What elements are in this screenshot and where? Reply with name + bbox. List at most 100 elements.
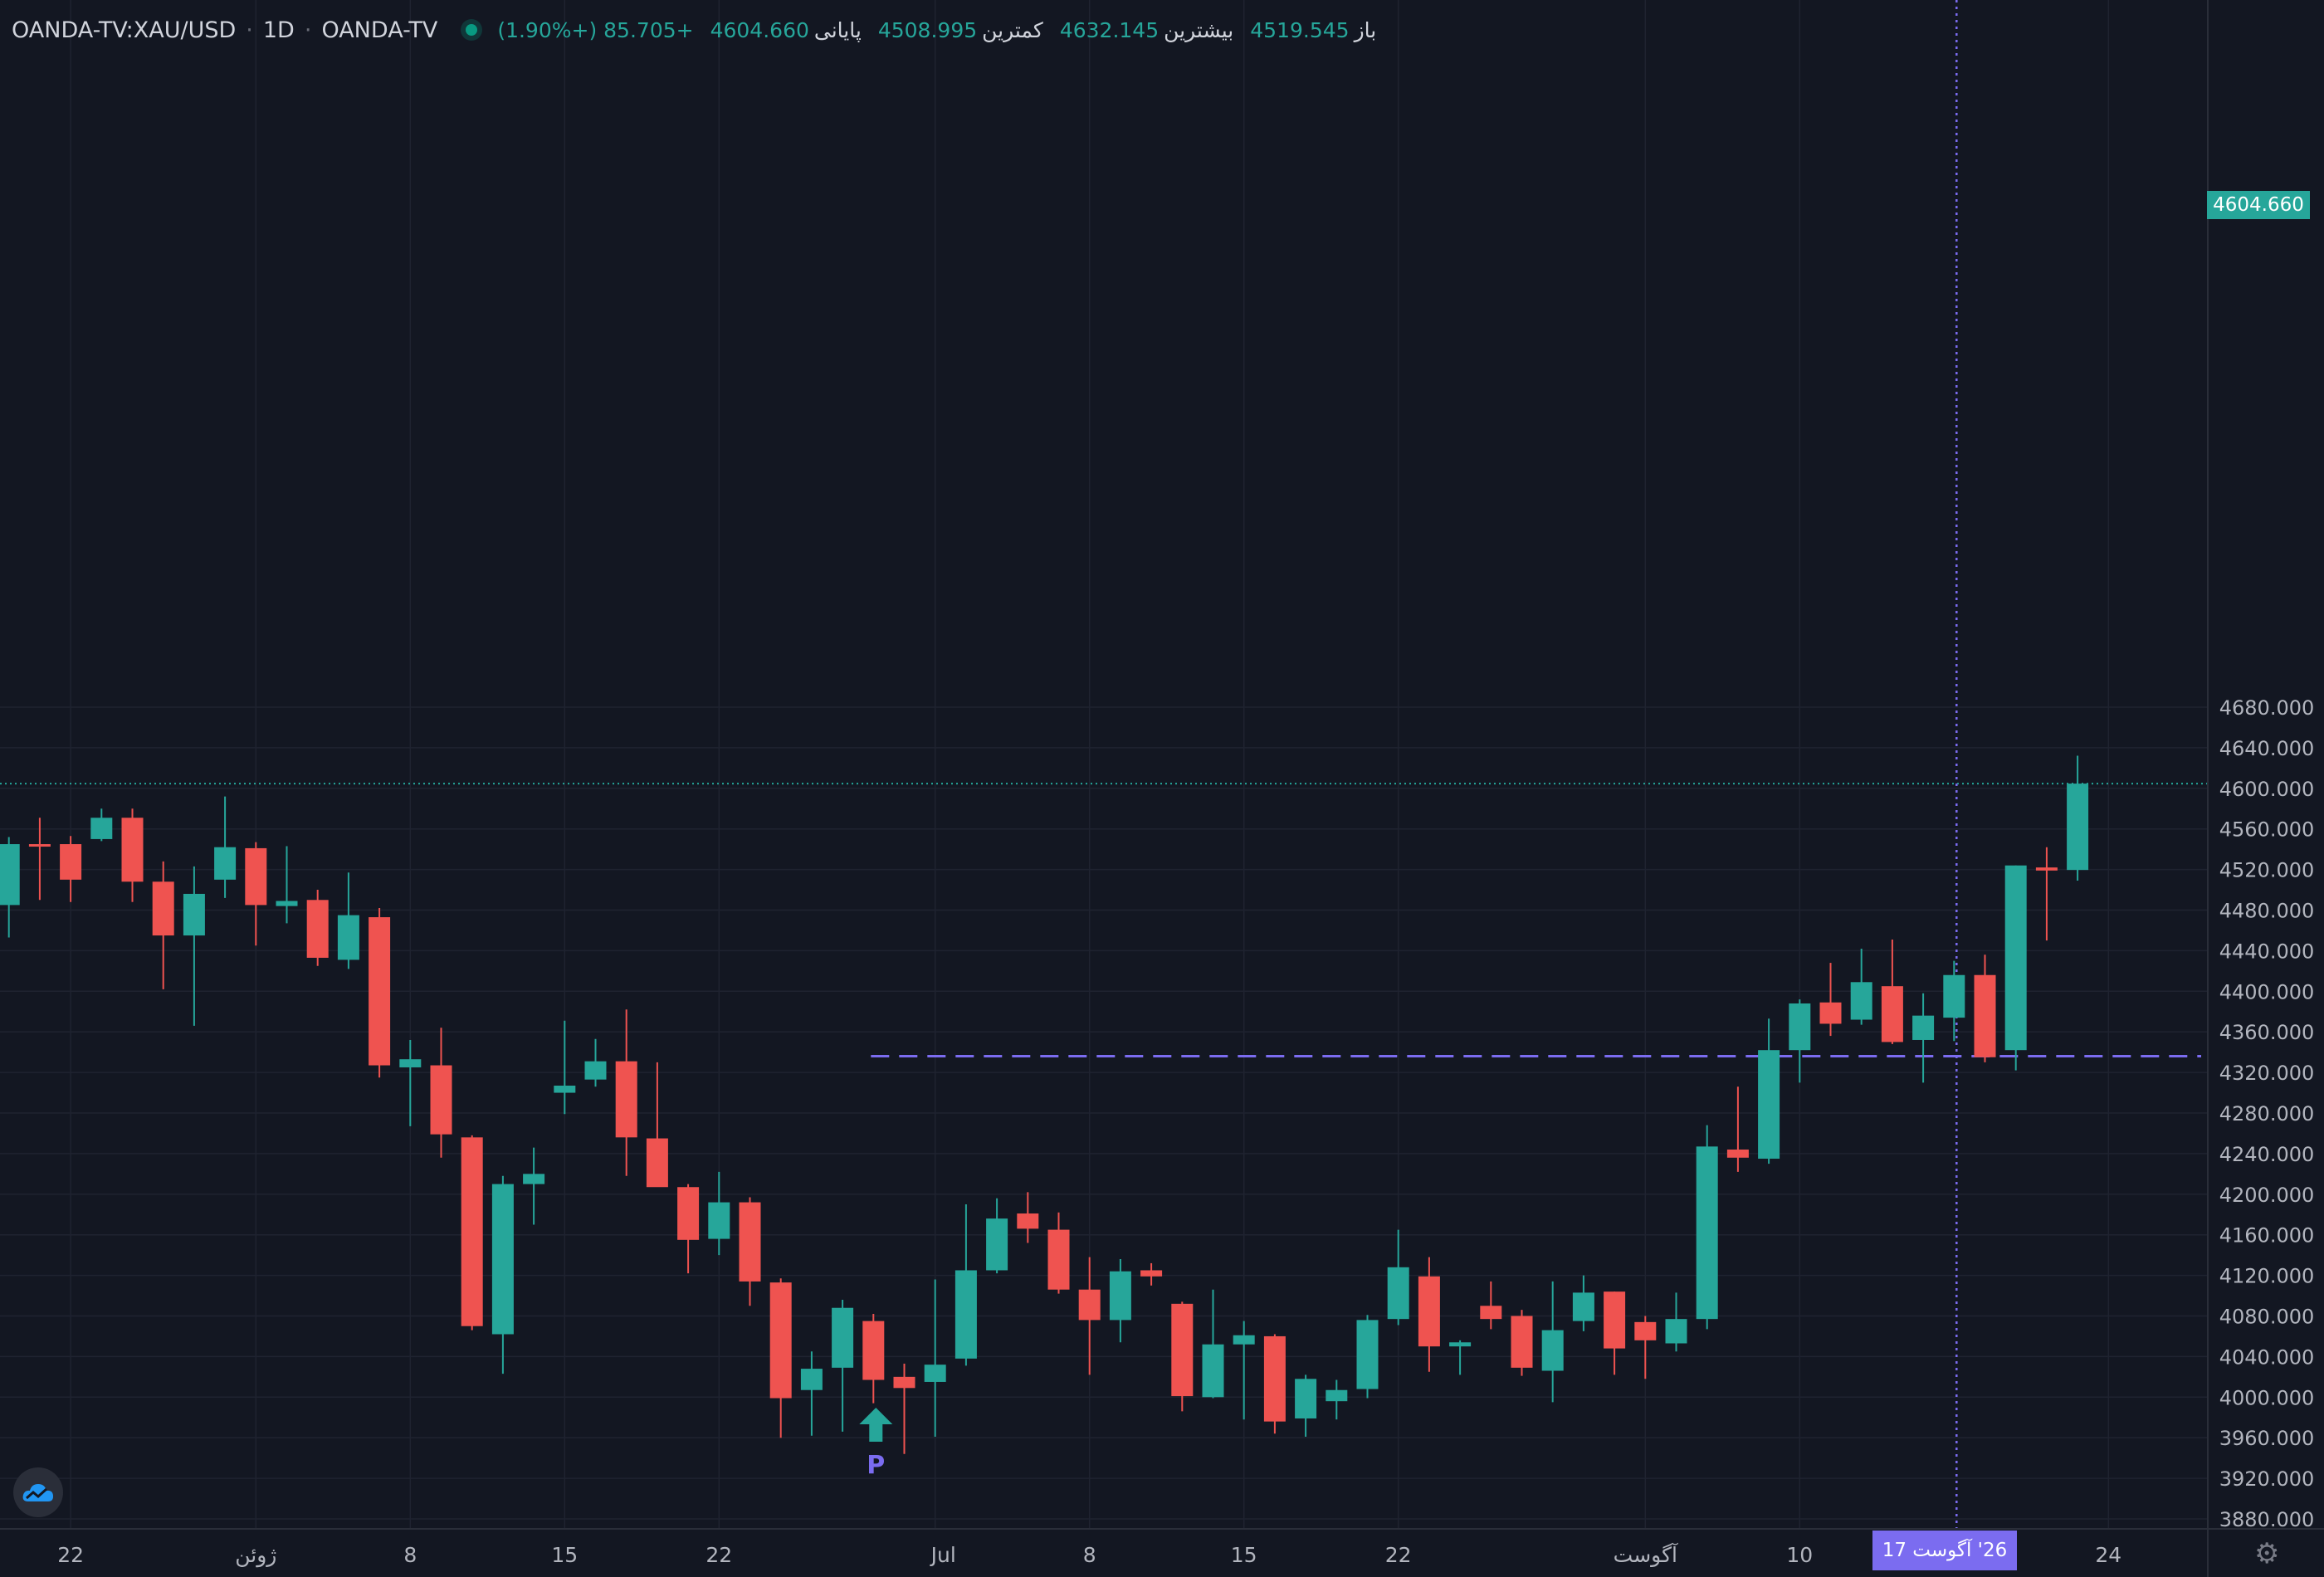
candle-body bbox=[2004, 865, 2027, 1051]
price-axis[interactable]: 3880.000 3920.000 3960.000 4000.000 4040.000… bbox=[2207, 0, 2324, 1577]
high-label: بیشترین bbox=[1164, 17, 1234, 42]
price-tick-label: 4440.000 bbox=[2219, 940, 2315, 963]
price-tick-label: 4480.000 bbox=[2219, 900, 2315, 923]
price-tick-label: 3960.000 bbox=[2219, 1427, 2315, 1450]
time-tick-label: 22 bbox=[706, 1543, 732, 1567]
close-value: 4604.660 bbox=[710, 17, 809, 42]
p-marker[interactable]: P bbox=[859, 1408, 893, 1480]
time-tick-label: 24 bbox=[2095, 1543, 2121, 1567]
candle-body bbox=[523, 1174, 545, 1184]
candle-body bbox=[1449, 1342, 1472, 1347]
candle-body bbox=[1233, 1335, 1255, 1345]
separator: · bbox=[246, 17, 253, 43]
price-tick-label: 4560.000 bbox=[2219, 818, 2315, 842]
time-tick-label: 15 bbox=[551, 1543, 578, 1567]
candle-body bbox=[584, 1061, 607, 1080]
candle-body bbox=[1819, 1002, 1842, 1024]
candle-body bbox=[769, 1282, 792, 1399]
candle-body bbox=[2035, 867, 2058, 871]
candle-body bbox=[28, 844, 51, 847]
candle-body bbox=[1696, 1146, 1718, 1320]
price-tick-label: 4680.000 bbox=[2219, 696, 2315, 720]
time-tick-label: 22 bbox=[1385, 1543, 1412, 1567]
candle-body bbox=[1047, 1229, 1070, 1290]
close-label: پایانی bbox=[813, 17, 862, 42]
tradingview-logo-icon[interactable] bbox=[13, 1467, 63, 1517]
price-tick-label: 4200.000 bbox=[2219, 1184, 2315, 1207]
time-tick-label: 8 bbox=[1083, 1543, 1096, 1567]
price-tick-label: 4640.000 bbox=[2219, 737, 2315, 760]
price-tick-label: 4280.000 bbox=[2219, 1102, 2315, 1125]
candle-body bbox=[1017, 1213, 1039, 1229]
candle-body bbox=[1541, 1330, 1564, 1371]
candle-body bbox=[90, 818, 113, 839]
candle-body bbox=[893, 1376, 915, 1389]
high-value: 4632.145 bbox=[1059, 17, 1160, 42]
candle-body bbox=[800, 1369, 823, 1390]
time-tick-label: آگوست bbox=[1614, 1542, 1678, 1567]
candle-body bbox=[214, 847, 237, 880]
candle-body bbox=[832, 1307, 854, 1368]
last-price-tag: 4604.660 bbox=[2207, 191, 2310, 219]
time-tick-label: 8 bbox=[403, 1543, 417, 1567]
grid-lines bbox=[0, 0, 2208, 1529]
candle-body bbox=[1634, 1321, 1657, 1340]
time-tick-label: ژوئن bbox=[235, 1543, 276, 1568]
low-value: 4508.995 bbox=[877, 17, 978, 42]
price-tick-label: 4160.000 bbox=[2219, 1224, 2315, 1247]
candle-body bbox=[1295, 1379, 1317, 1418]
symbol-name[interactable]: OANDA-TV:XAU/USD bbox=[12, 17, 237, 43]
chart-header: OANDA-TV:XAU/USD · 1D · OANDA-TV باز 451… bbox=[12, 12, 1376, 48]
price-tick-label: 4360.000 bbox=[2219, 1021, 2315, 1044]
price-tick-label: 4520.000 bbox=[2219, 859, 2315, 882]
time-tick-label: Jul bbox=[930, 1543, 956, 1567]
candle-body bbox=[862, 1321, 885, 1380]
price-tick-label: 4320.000 bbox=[2219, 1062, 2315, 1085]
candle-body bbox=[1881, 986, 1903, 1042]
price-tick-label: 3880.000 bbox=[2219, 1508, 2315, 1531]
candle-body bbox=[739, 1202, 761, 1282]
change-value: +85.705 (+1.90%) bbox=[497, 17, 694, 42]
candle-body bbox=[1912, 1015, 1935, 1040]
separator: · bbox=[304, 17, 312, 43]
candle-body bbox=[461, 1137, 483, 1326]
candle-body bbox=[1974, 974, 1996, 1057]
price-tick-label: 4240.000 bbox=[2219, 1143, 2315, 1166]
candle-body bbox=[1171, 1303, 1194, 1397]
candle-body bbox=[245, 847, 267, 906]
candle-body bbox=[1387, 1267, 1409, 1320]
candle-body bbox=[1789, 1003, 1811, 1051]
candle-body bbox=[1665, 1319, 1687, 1344]
candles-layer bbox=[0, 755, 2089, 1454]
candle-body bbox=[1758, 1050, 1780, 1160]
candle-body bbox=[152, 881, 174, 936]
candle-body bbox=[708, 1202, 730, 1239]
time-axis[interactable]: 22 ژوئن 8 15 22 Jul 8 15 22 آگوست 10 24 bbox=[0, 1528, 2324, 1568]
candle-body bbox=[1263, 1335, 1286, 1422]
candle-body bbox=[1418, 1276, 1440, 1347]
candle-body bbox=[1604, 1291, 1626, 1349]
candle-body bbox=[924, 1365, 946, 1382]
candle-body bbox=[1511, 1316, 1533, 1368]
market-status-icon[interactable] bbox=[466, 24, 478, 36]
time-tick-label: 22 bbox=[57, 1543, 84, 1567]
candle-body bbox=[337, 915, 359, 960]
candle-body bbox=[1078, 1289, 1101, 1321]
price-tick-label: 4080.000 bbox=[2219, 1306, 2315, 1329]
candle-body bbox=[399, 1059, 422, 1067]
open-value: 4519.545 bbox=[1250, 17, 1350, 42]
time-tick-label: 15 bbox=[1231, 1543, 1257, 1567]
candle-body bbox=[1572, 1292, 1594, 1321]
exchange-label: OANDA-TV bbox=[321, 17, 438, 43]
price-tick-label: 3920.000 bbox=[2219, 1467, 2315, 1491]
gear-icon[interactable]: ⚙ bbox=[2254, 1537, 2280, 1570]
candle-body bbox=[60, 844, 82, 880]
candle-body bbox=[0, 844, 20, 906]
candle-body bbox=[491, 1184, 514, 1335]
interval-label[interactable]: 1D bbox=[262, 17, 295, 43]
candle-body bbox=[1326, 1389, 1348, 1402]
candle-body bbox=[1109, 1271, 1131, 1321]
price-tick-label: 4120.000 bbox=[2219, 1265, 2315, 1288]
candle-body bbox=[954, 1270, 977, 1359]
